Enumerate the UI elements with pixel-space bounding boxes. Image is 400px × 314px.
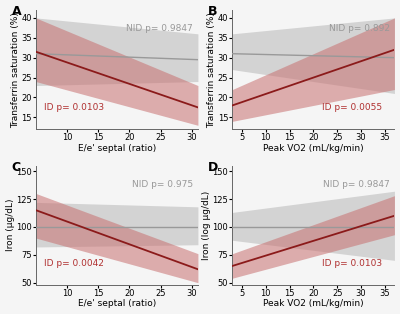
Y-axis label: Transferrin saturation (%): Transferrin saturation (%) <box>207 12 216 127</box>
Text: ID p= 0.0103: ID p= 0.0103 <box>322 259 382 268</box>
Text: D: D <box>208 161 218 174</box>
X-axis label: E/e' septal (ratio): E/e' septal (ratio) <box>78 144 156 153</box>
X-axis label: E/e' septal (ratio): E/e' septal (ratio) <box>78 300 156 308</box>
Y-axis label: Iron (µg/dL): Iron (µg/dL) <box>6 199 14 252</box>
Text: ID p= 0.0055: ID p= 0.0055 <box>322 103 382 112</box>
Text: NID p= 0.975: NID p= 0.975 <box>132 180 193 189</box>
Text: NID p= 0.9847: NID p= 0.9847 <box>323 180 390 189</box>
X-axis label: Peak VO2 (mL/kg/min): Peak VO2 (mL/kg/min) <box>263 144 364 153</box>
Text: A: A <box>12 5 21 18</box>
Text: NID p= 0.892: NID p= 0.892 <box>328 24 390 33</box>
Y-axis label: Transferrin saturation (%): Transferrin saturation (%) <box>11 12 20 127</box>
Text: C: C <box>12 161 21 174</box>
Y-axis label: Iron (log µg/dL): Iron (log µg/dL) <box>202 191 211 260</box>
Text: ID p= 0.0042: ID p= 0.0042 <box>44 259 104 268</box>
X-axis label: Peak VO2 (mL/kg/min): Peak VO2 (mL/kg/min) <box>263 300 364 308</box>
Text: NID p= 0.9847: NID p= 0.9847 <box>126 24 193 33</box>
Text: B: B <box>208 5 218 18</box>
Text: ID p= 0.0103: ID p= 0.0103 <box>44 103 104 112</box>
